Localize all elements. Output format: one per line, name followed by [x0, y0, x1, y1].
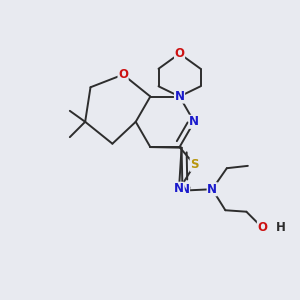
- Text: O: O: [118, 68, 128, 81]
- Text: O: O: [175, 47, 184, 60]
- Text: N: N: [174, 182, 184, 195]
- Text: N: N: [207, 183, 217, 196]
- Text: O: O: [257, 221, 267, 234]
- Text: N: N: [175, 90, 184, 103]
- Text: S: S: [190, 158, 199, 171]
- Text: N: N: [189, 115, 199, 128]
- Text: H: H: [276, 220, 286, 234]
- Text: N: N: [179, 183, 190, 196]
